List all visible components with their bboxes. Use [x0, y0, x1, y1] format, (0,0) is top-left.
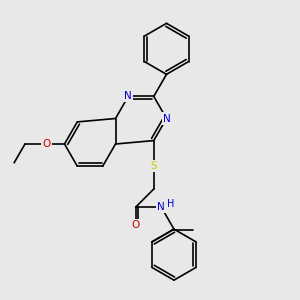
Text: N: N [157, 202, 165, 212]
Text: N: N [124, 92, 132, 101]
Text: S: S [150, 161, 157, 171]
Text: O: O [132, 220, 140, 230]
Text: O: O [43, 139, 51, 149]
Text: N: N [163, 113, 170, 124]
Text: H: H [167, 199, 174, 209]
